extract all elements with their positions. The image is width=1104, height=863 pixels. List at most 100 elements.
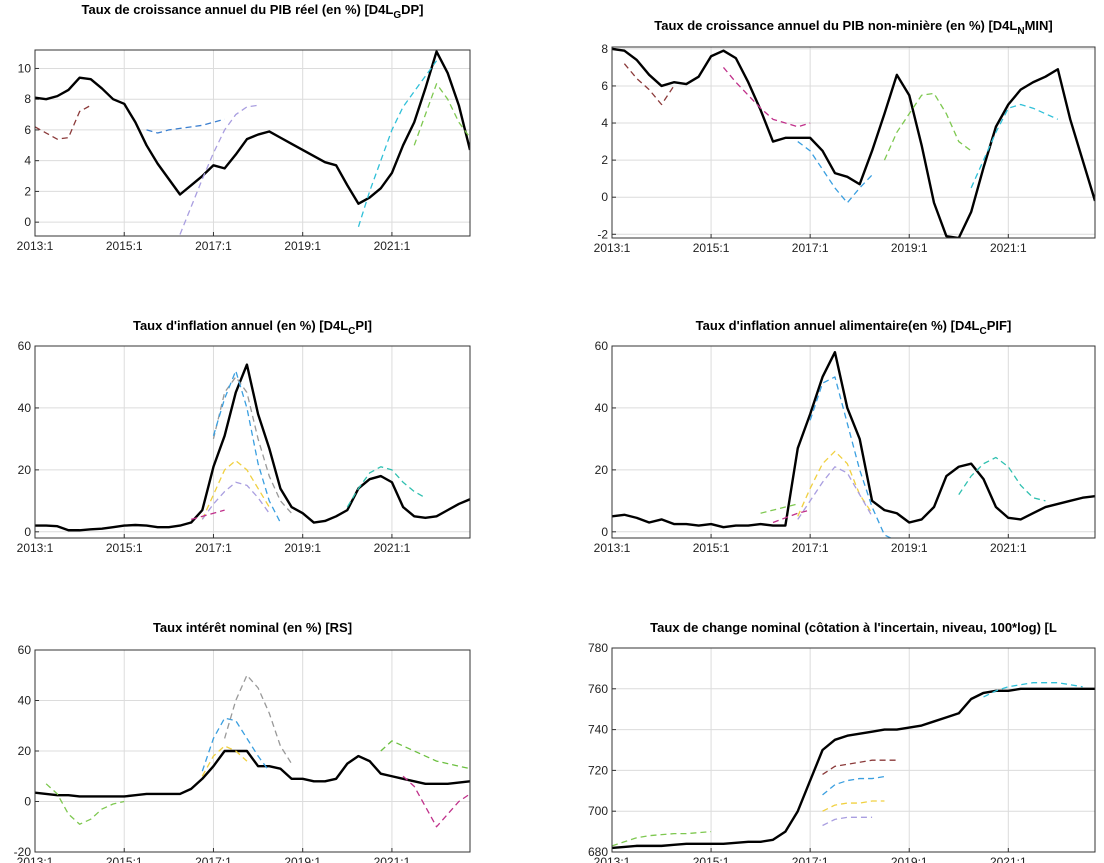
forecast-line [883,92,972,161]
actual-line [35,50,470,205]
x-tick-label: 2015:1 [106,541,143,555]
axes-frame [34,649,471,853]
y-tick-label: 0 [24,525,31,539]
x-tick-label: 2015:1 [106,855,143,863]
x-tick-label: 2021:1 [990,855,1027,863]
x-tick-label: 2015:1 [693,541,730,555]
plot-area [35,50,470,235]
forecast-line [201,481,270,520]
forecast-line [402,775,470,828]
forecast-line [146,118,225,134]
title-part: Taux de croissance annuel du PIB réel (e… [81,2,393,17]
axes-frame [34,345,471,539]
title-part: DP] [401,2,423,17]
x-tick-label: 2019:1 [891,541,928,555]
subplot: Taux d'inflation annuel (en %) [D4LCPI] 0… [17,318,471,555]
title-part: C [980,326,987,337]
x-tick-label: 2021:1 [990,541,1027,555]
forecast-line [822,759,897,776]
forecast-line [190,509,225,521]
y-tick-label: 2 [24,184,31,198]
y-tick-label: 20 [18,463,32,477]
x-tick-label: 2017:1 [792,855,829,863]
chart-title: Taux de change nominal (côtation à l'inc… [650,620,1057,635]
plot-area [35,674,470,828]
y-tick-label: 760 [588,682,608,696]
y-tick-label: 740 [588,723,608,737]
forecast-line [413,83,470,146]
forecast-line [223,674,293,764]
title-part: PIF] [987,318,1012,333]
x-tick-label: 2021:1 [374,239,411,253]
forecast-line [201,745,248,777]
x-tick-label: 2017:1 [195,239,232,253]
x-tick-label: 2013:1 [17,541,54,555]
x-tick-label: 2013:1 [594,241,631,255]
forecast-line [346,466,426,508]
y-tick-label: 40 [595,401,609,415]
forecast-line [35,104,92,140]
x-tick-label: 2013:1 [17,239,54,253]
y-tick-label: 40 [18,401,32,415]
x-tick-label: 2019:1 [284,239,321,253]
forecast-line [179,104,259,235]
x-tick-label: 2013:1 [594,855,631,863]
forecast-line [201,717,270,772]
y-tick-label: 10 [18,61,32,75]
y-tick-label: 0 [24,215,31,229]
forecast-line [809,376,893,538]
title-part: G [393,10,401,21]
y-tick-label: 0 [601,190,608,204]
x-tick-label: 2015:1 [693,855,730,863]
forecast-line [760,503,798,514]
chart-title: Taux d'inflation annuel alimentaire(en %… [696,318,1012,337]
forecast-line [212,370,281,523]
x-tick-label: 2013:1 [17,855,54,863]
y-tick-label: 20 [595,463,609,477]
forecast-line [822,800,885,812]
subplot: Taux de change nominal (côtation à l'inc… [588,620,1096,863]
forecast-line [797,141,873,204]
y-tick-label: 6 [24,123,31,137]
x-tick-label: 2019:1 [284,855,321,863]
y-tick-label: 8 [601,42,608,56]
title-part: Taux de croissance annuel du PIB non-min… [654,18,1017,33]
title-part: Taux d'inflation annuel alimentaire(en %… [696,318,980,333]
y-tick-label: 20 [18,744,32,758]
plot-area [612,682,1095,850]
y-tick-label: 4 [601,116,608,130]
subplot: Taux de croissance annuel du PIB réel (e… [17,2,471,253]
y-tick-label: 60 [18,643,32,657]
forecast-line [623,63,675,106]
x-tick-label: 2017:1 [195,855,232,863]
plot-area [612,47,1095,238]
x-tick-label: 2015:1 [106,239,143,253]
y-tick-label: 60 [595,339,609,353]
forecast-line [612,830,712,847]
title-part: MIN] [1025,18,1053,33]
actual-line [612,687,1095,850]
x-tick-label: 2021:1 [990,241,1027,255]
forecast-line [970,103,1059,189]
x-tick-label: 2017:1 [792,541,829,555]
x-tick-label: 2013:1 [594,541,631,555]
y-tick-label: 4 [24,154,31,168]
x-tick-label: 2021:1 [374,541,411,555]
x-tick-label: 2019:1 [284,541,321,555]
actual-line [612,47,1095,238]
forecast-line [822,775,885,796]
y-tick-label: 6 [601,79,608,93]
chart-title: Taux d'inflation annuel (en %) [D4LCPI] [133,318,372,337]
y-tick-label: 780 [588,641,608,655]
y-tick-label: -20 [14,845,32,859]
y-tick-label: 40 [18,694,32,708]
forecast-line [45,783,125,825]
x-tick-label: 2019:1 [891,241,928,255]
forecast-line [772,509,811,524]
subplot: Taux de croissance annuel du PIB non-min… [594,18,1096,255]
subplot: Taux d'inflation annuel alimentaire(en %… [594,318,1096,555]
forecast-line [212,376,293,514]
y-tick-label: 700 [588,804,608,818]
plot-area [35,363,470,532]
